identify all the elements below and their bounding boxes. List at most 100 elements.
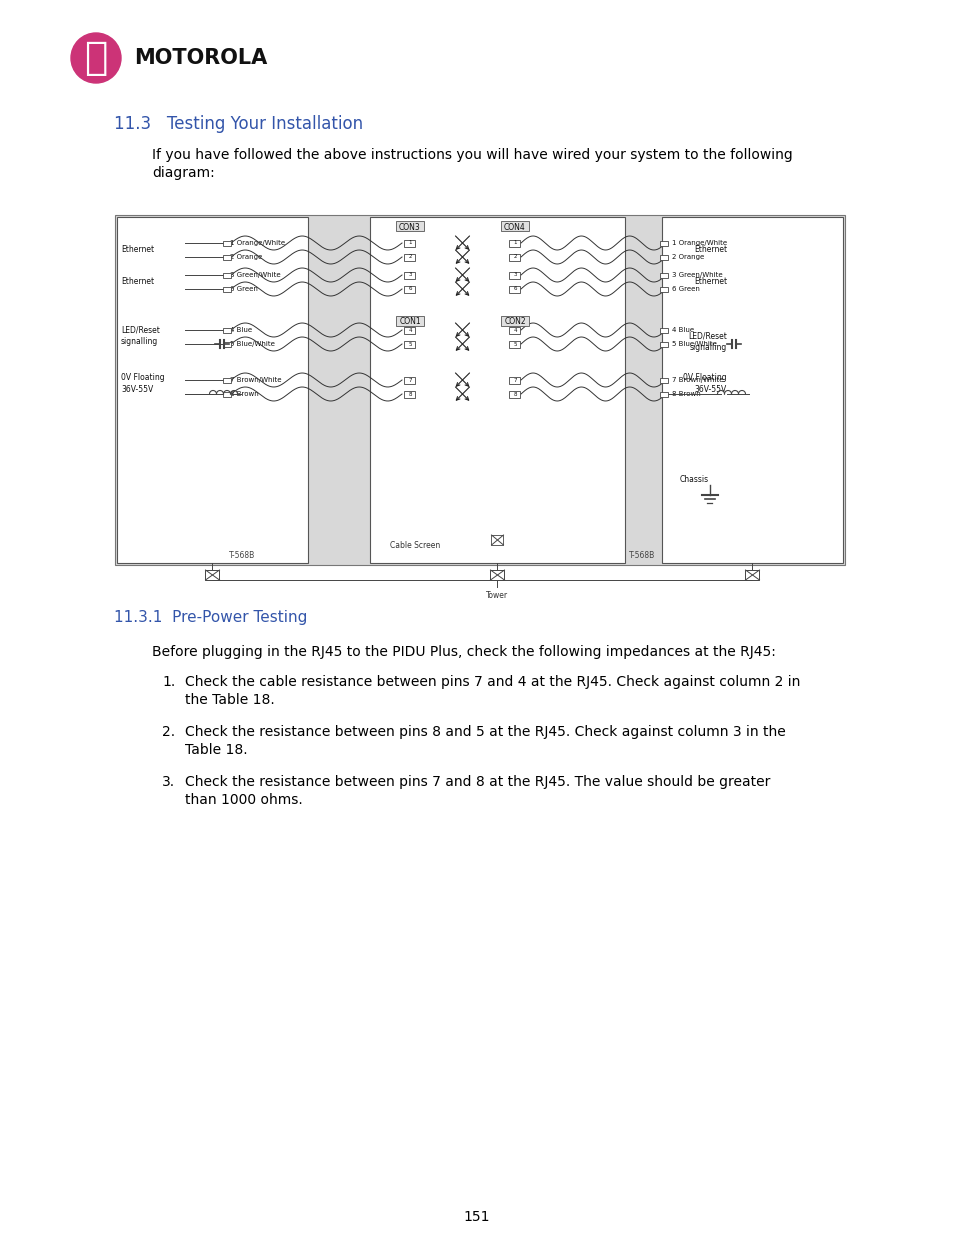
Text: 1 Orange/White: 1 Orange/White — [671, 240, 726, 246]
Bar — [500, 221, 529, 231]
Text: Tower: Tower — [486, 590, 508, 599]
Text: Check the resistance between pins 8 and 5 at the RJ45. Check against column 3 in: Check the resistance between pins 8 and … — [185, 725, 785, 739]
Bar — [117, 217, 308, 563]
Bar — [404, 253, 416, 261]
Bar — [404, 390, 416, 398]
Text: 3: 3 — [513, 273, 517, 278]
Bar — [509, 285, 520, 293]
Text: 3: 3 — [408, 273, 412, 278]
Bar — [370, 217, 624, 563]
Text: Check the cable resistance between pins 7 and 4 at the RJ45. Check against colum: Check the cable resistance between pins … — [185, 676, 800, 689]
Text: 2: 2 — [513, 254, 517, 259]
Text: LED/Reset: LED/Reset — [687, 331, 726, 341]
Text: 4: 4 — [408, 327, 412, 332]
Bar — [115, 215, 844, 564]
Text: Ethernet: Ethernet — [121, 277, 154, 285]
Text: MOTOROLA: MOTOROLA — [133, 48, 267, 68]
Text: 4 Blue: 4 Blue — [671, 327, 694, 333]
Text: 0V Floating: 0V Floating — [682, 373, 726, 383]
Text: diagram:: diagram: — [152, 165, 214, 180]
Bar — [223, 378, 231, 383]
Text: Before plugging in the RJ45 to the PIDU Plus, check the following impedances at : Before plugging in the RJ45 to the PIDU … — [152, 645, 775, 659]
Text: 3.: 3. — [162, 776, 175, 789]
Text: 8: 8 — [408, 391, 412, 396]
Bar — [659, 378, 667, 383]
Bar — [661, 217, 842, 563]
Bar — [223, 254, 231, 259]
Text: Ethernet: Ethernet — [121, 245, 154, 253]
Bar — [490, 571, 504, 580]
Text: CON1: CON1 — [398, 317, 420, 326]
Bar — [659, 273, 667, 278]
Circle shape — [71, 33, 121, 83]
Text: 2: 2 — [408, 254, 412, 259]
Bar — [659, 327, 667, 332]
Text: 8 Brown: 8 Brown — [230, 391, 258, 396]
Bar — [205, 571, 219, 580]
Text: If you have followed the above instructions you will have wired your system to t: If you have followed the above instructi… — [152, 148, 792, 162]
Bar — [659, 391, 667, 396]
Bar — [395, 221, 423, 231]
Text: 5 Blue/White: 5 Blue/White — [230, 341, 274, 347]
Bar — [509, 390, 520, 398]
Text: 8 Brown: 8 Brown — [671, 391, 700, 396]
Text: than 1000 ohms.: than 1000 ohms. — [185, 793, 302, 806]
Text: 7 Brown/White: 7 Brown/White — [671, 377, 722, 383]
Bar — [404, 377, 416, 384]
Text: 1 Orange/White: 1 Orange/White — [230, 240, 285, 246]
Bar — [500, 316, 529, 326]
Bar — [404, 341, 416, 347]
Bar — [395, 316, 423, 326]
Text: 7 Brown/White: 7 Brown/White — [230, 377, 281, 383]
Text: 36V-55V: 36V-55V — [121, 385, 153, 394]
Text: 5: 5 — [408, 342, 412, 347]
Text: 4: 4 — [513, 327, 517, 332]
Bar — [509, 341, 520, 347]
Text: signalling: signalling — [689, 343, 726, 352]
Bar — [223, 241, 231, 246]
Text: the Table 18.: the Table 18. — [185, 693, 274, 706]
Text: Ethernet: Ethernet — [693, 277, 726, 285]
Bar — [509, 272, 520, 279]
Bar — [491, 535, 503, 545]
Bar — [659, 241, 667, 246]
Bar — [404, 285, 416, 293]
Text: Table 18.: Table 18. — [185, 743, 248, 757]
Bar — [223, 287, 231, 291]
Bar — [223, 273, 231, 278]
Text: CON4: CON4 — [503, 222, 525, 231]
Text: Cable Screen: Cable Screen — [390, 541, 439, 550]
Bar — [659, 287, 667, 291]
Text: 8: 8 — [513, 391, 517, 396]
Text: 2 Orange: 2 Orange — [230, 254, 262, 261]
Text: LED/Reset: LED/Reset — [121, 326, 160, 335]
Bar — [404, 326, 416, 333]
Text: 6 Green: 6 Green — [671, 287, 700, 291]
Text: 1.: 1. — [162, 676, 175, 689]
Text: 6: 6 — [408, 287, 412, 291]
Text: 1: 1 — [513, 241, 517, 246]
Bar — [509, 326, 520, 333]
Bar — [659, 342, 667, 347]
Bar — [404, 272, 416, 279]
Text: 36V-55V: 36V-55V — [694, 385, 726, 394]
Text: 7: 7 — [408, 378, 412, 383]
Text: 3 Green/White: 3 Green/White — [671, 272, 721, 278]
Text: 2.: 2. — [162, 725, 175, 739]
Text: 11.3.1  Pre-Power Testing: 11.3.1 Pre-Power Testing — [113, 610, 307, 625]
Text: 7: 7 — [513, 378, 517, 383]
Text: 5 Blue/White: 5 Blue/White — [671, 341, 716, 347]
Text: Check the resistance between pins 7 and 8 at the RJ45. The value should be great: Check the resistance between pins 7 and … — [185, 776, 770, 789]
Text: CON3: CON3 — [398, 222, 420, 231]
Bar — [404, 240, 416, 247]
Text: Ⓜ: Ⓜ — [84, 40, 108, 77]
Bar — [659, 254, 667, 259]
Text: Chassis: Chassis — [679, 475, 708, 484]
Text: 4 Blue: 4 Blue — [230, 327, 252, 333]
Text: T-568B: T-568B — [229, 551, 255, 559]
Bar — [509, 253, 520, 261]
Text: signalling: signalling — [121, 337, 158, 347]
Text: 2 Orange: 2 Orange — [671, 254, 703, 261]
Bar — [223, 342, 231, 347]
Text: CON2: CON2 — [503, 317, 525, 326]
